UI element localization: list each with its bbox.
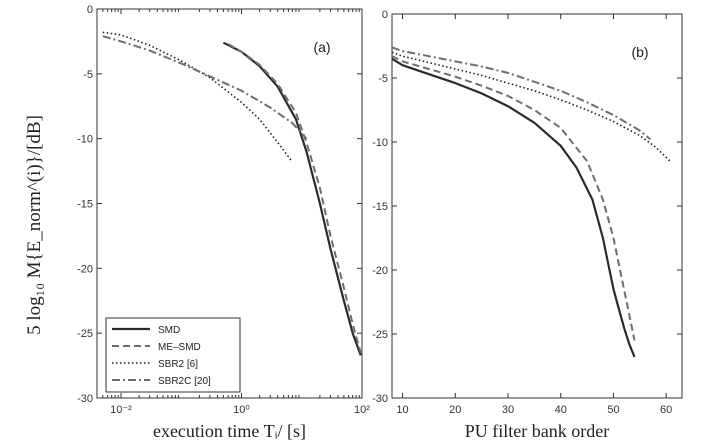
y-tick-label: -5 [378,73,388,85]
series-line-dotted [391,51,673,164]
y-tick-label: 0 [87,4,93,16]
legend-label: SBR2 [6] [158,359,198,370]
series-line-dashdot [391,46,652,141]
x-tick-label: 10² [354,404,370,416]
panel-b: 0 -5 -10 -15 -20 -25 -30 10 20 30 40 50 60 (b) PU filt… [372,9,683,441]
legend-label: SMD [158,325,180,336]
shared-y-axis-label: 5 log₁₀ M{E_norm^(i)}/[dB] [24,115,45,335]
legend-label: ME–SMD [158,342,201,353]
series-line-solid [222,41,362,356]
x-tick-label: 30 [502,404,514,416]
x-tick-label: 20 [449,404,461,416]
legend: SMD ME–SMD SBR2 [6] SBR2C [20] [105,317,241,393]
y-tick-label: -30 [77,393,93,405]
y-tick-label: -5 [83,69,93,81]
y-axis-label: 5 log₁₀ M{E_norm^(i)}/[dB] [24,115,45,335]
series-line-dotted [102,31,294,163]
y-tick-label: -25 [77,328,93,340]
y-tick-label: -10 [372,137,388,149]
x-tick-label: 10 [396,404,408,416]
legend-label: SBR2C [20] [158,376,211,387]
y-tick-label: -25 [372,329,388,341]
x-tick-label: 10⁰ [233,404,250,416]
y-tick-label: -20 [372,265,388,277]
y-tick-label: -10 [77,134,93,146]
series-line-dashdot [102,35,308,140]
series-line-dashed [227,43,362,353]
series-line-dashed [391,55,636,341]
panel-a: 0 -5 -10 -15 -20 -25 -30 10⁻² 10⁰ 10² (a) execution… [77,4,370,441]
panel-label: (a) [313,39,330,55]
y-tick-label: -15 [77,199,93,211]
x-tick-label: 50 [607,404,619,416]
x-axis-label: PU filter bank order [465,421,609,441]
x-axis-label: execution time Tᵢ/ [s] [153,421,306,441]
x-tick-label: 60 [660,404,672,416]
x-tick-label: 10⁻² [110,404,132,416]
panel-label: (b) [631,44,648,60]
y-tick-label: -20 [77,263,93,275]
y-tick-label: 0 [382,9,388,21]
series-line-solid [391,57,636,358]
y-tick-label: -15 [372,201,388,213]
x-tick-label: 40 [555,404,567,416]
y-tick-label: -30 [372,393,388,405]
